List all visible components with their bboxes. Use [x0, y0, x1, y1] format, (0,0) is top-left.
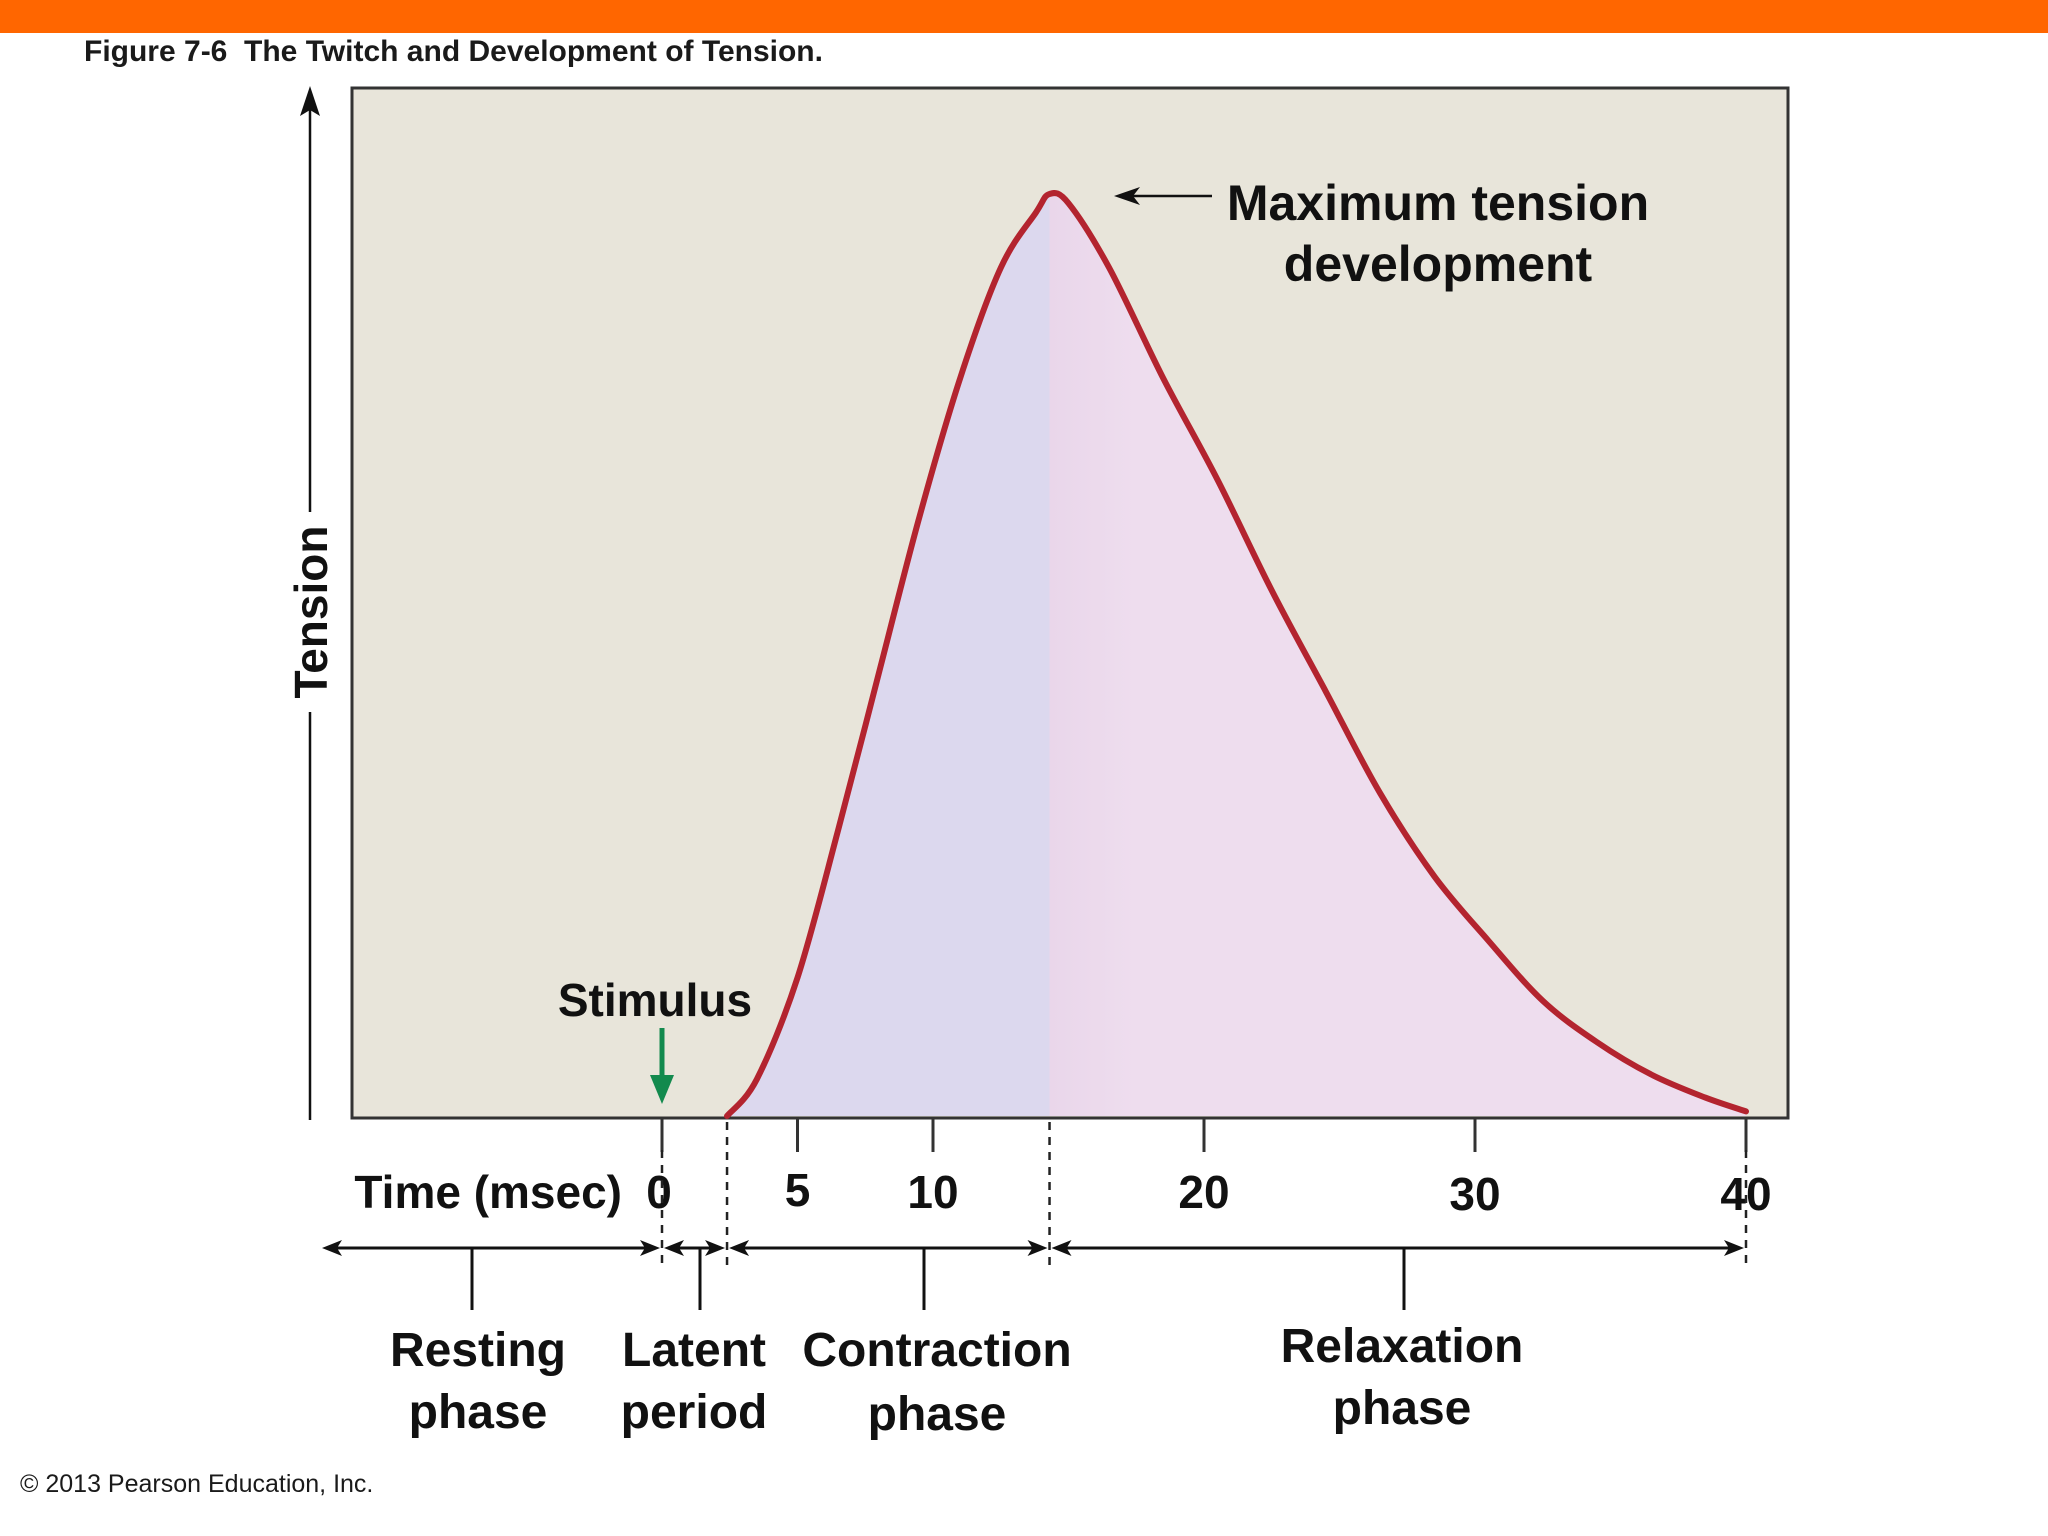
phase-label-contraction-line2: phase: [868, 1388, 1007, 1441]
top-accent-bar: [0, 0, 2048, 33]
y-axis-label: Tension: [285, 526, 337, 699]
phase-arrow-resting: [322, 1240, 660, 1310]
max-tension-label-line2: development: [1284, 236, 1593, 292]
phase-label-latent-line2: period: [621, 1386, 768, 1439]
phase-arrow-relaxation: [1051, 1240, 1744, 1310]
contraction-area: [727, 193, 1050, 1116]
x-tick-label-5: 5: [785, 1164, 811, 1216]
max-tension-label-line1: Maximum tension: [1227, 175, 1649, 231]
phase-arrow-contraction: [729, 1240, 1048, 1310]
tension-curve: [724, 190, 1749, 1119]
phase-label-resting-line1: Resting: [390, 1324, 566, 1377]
x-tick-label-20: 20: [1178, 1166, 1229, 1218]
x-tick-label-10: 10: [907, 1166, 958, 1218]
x-ticks: 0 5 10 20 30 40: [646, 1118, 1772, 1220]
phase-label-resting-line2: phase: [409, 1386, 548, 1439]
x-tick-label-0: 0: [646, 1166, 672, 1218]
phase-label-relaxation-line1: Relaxation: [1281, 1320, 1524, 1373]
phase-labels: Resting phase Latent period Contraction phase…: [390, 1320, 1523, 1441]
y-axis-arrowhead: [300, 86, 320, 116]
x-axis-label: Time (msec): [354, 1166, 622, 1218]
stimulus-arrowhead: [650, 1075, 674, 1104]
max-tension-pointer-head: [1114, 187, 1140, 205]
phase-arrow-latent: [664, 1240, 726, 1310]
stimulus-label: Stimulus: [558, 974, 752, 1026]
copyright-notice: © 2013 Pearson Education, Inc.: [20, 1470, 374, 1498]
phase-label-latent-line1: Latent: [622, 1324, 766, 1377]
y-label-background: [285, 512, 335, 712]
phase-arrows: [322, 1240, 1744, 1310]
x-tick-label-30: 30: [1449, 1168, 1500, 1220]
relaxation-area: [1049, 193, 1746, 1116]
phase-label-contraction-line1: Contraction: [802, 1324, 1071, 1377]
figure-title: Figure 7-6 The Twitch and Development of…: [84, 35, 823, 68]
phase-boundary-markers: [660, 1122, 1748, 1265]
phase-label-relaxation-line2: phase: [1333, 1382, 1472, 1435]
